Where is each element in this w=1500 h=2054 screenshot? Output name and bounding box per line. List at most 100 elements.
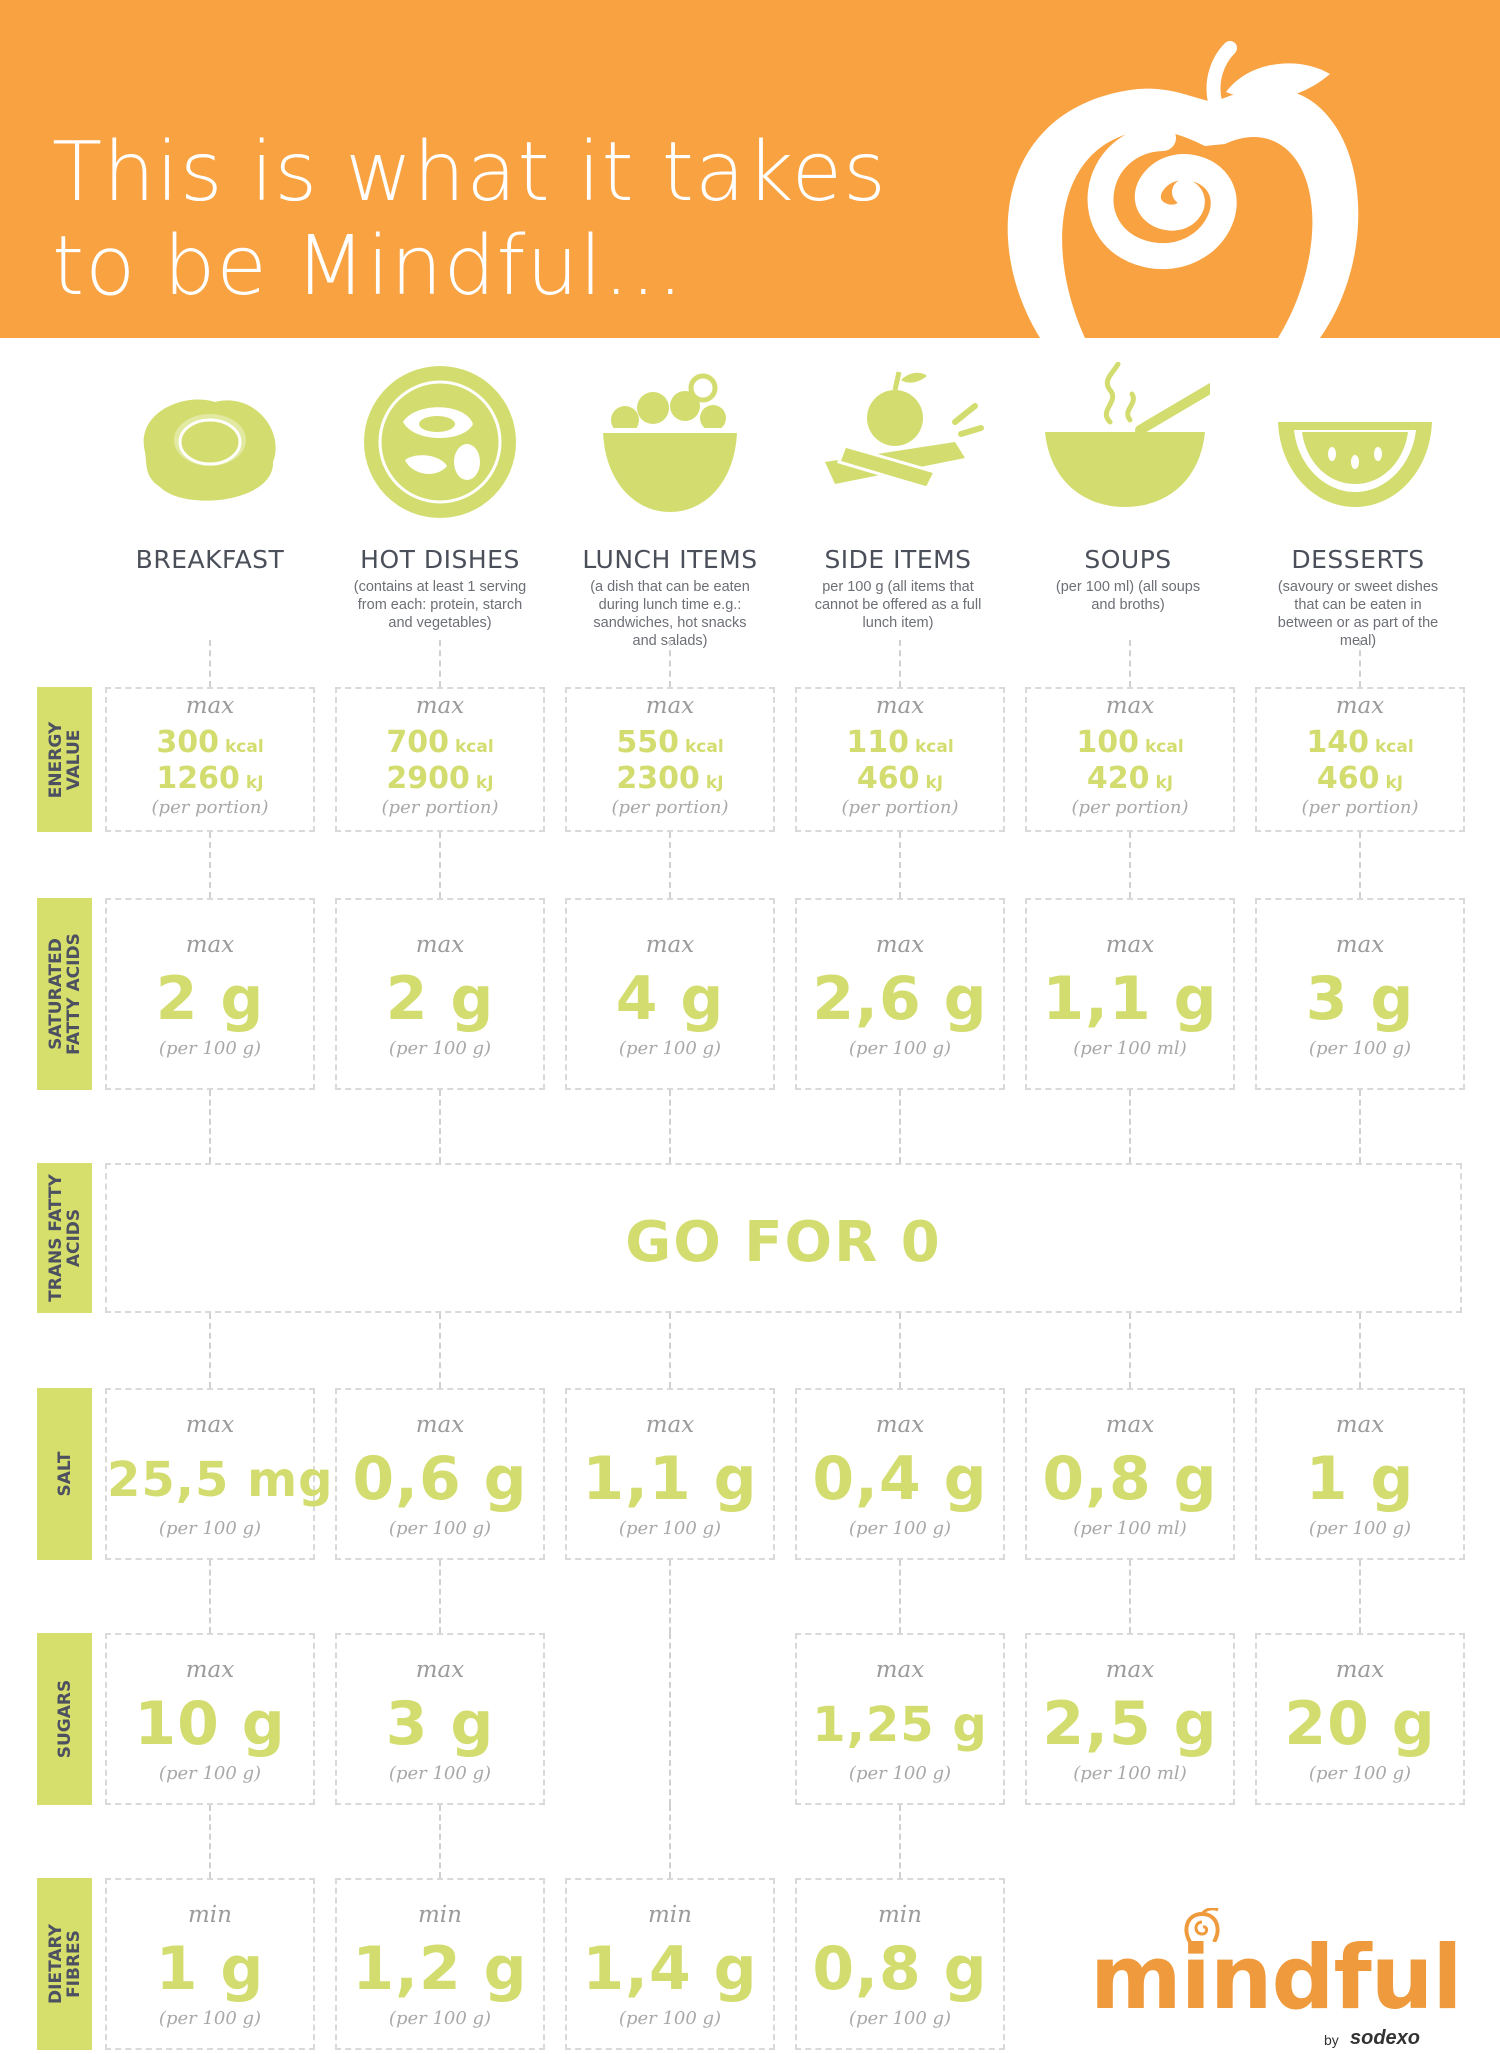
per-unit-note: (per 100 g) [388,2008,492,2029]
saturated-fat-cell: max 2 g (per 100 g) [335,898,545,1090]
kj-unit: kJ [1385,773,1404,793]
saturated-fat-cell: max 2 g (per 100 g) [105,898,315,1090]
kcal-number: 700 [386,725,449,760]
per-unit-note: (per 100 g) [158,1038,262,1059]
column-note: (a dish that can be eaten during lunch t… [590,579,750,649]
connector-line [1129,1313,1131,1388]
kj-value: 2300 kJ [567,761,773,796]
connector-line [669,1633,671,1805]
per-unit-note: (per 100 g) [848,1763,952,1784]
kcal-unit: kcal [1374,737,1414,757]
saturated-fat-cell: max 4 g (per 100 g) [565,898,775,1090]
connector-line [1129,1560,1131,1633]
qualifier-text: max [185,932,235,958]
column-header-desserts: DESSERTS (savoury or sweet dishes that c… [1248,544,1468,650]
kcal-value: 700 kcal [337,725,543,760]
sugars-cell: max 1,25 g (per 100 g) [795,1633,1005,1805]
kj-value: 460 kJ [1257,761,1463,796]
qualifier-text: max [1335,932,1385,958]
sugars-cell: max 3 g (per 100 g) [335,1633,545,1805]
column-title: DESSERTS [1291,545,1425,574]
connector-line [669,640,671,687]
nutrient-value: 0,6 g [352,1444,528,1514]
salt-cell: max 0,8 g (per 100 ml) [1025,1388,1235,1560]
connector-line [209,1090,211,1163]
salt-cell: max 25,5 mg (per 100 g) [105,1388,334,1560]
kj-value: 2900 kJ [337,761,543,796]
energy-cell: max 700 kcal 2900 kJ (per portion) [335,687,545,832]
per-unit-note: (per 100 ml) [1073,1038,1187,1059]
per-portion-note: (per portion) [151,797,269,818]
melon-icon [1278,422,1432,507]
title-line-1: This is what it takes [52,125,887,220]
saturated-fat-cell: max 3 g (per 100 g) [1255,898,1465,1090]
kj-unit: kJ [475,773,494,793]
energy-cell: max 140 kcal 460 kJ (per portion) [1255,687,1465,832]
kcal-unit: kcal [1144,737,1184,757]
connector-line [1129,1090,1131,1163]
column-title: SIDE ITEMS [824,545,972,574]
go-for-zero-text: GO FOR 0 [625,1210,942,1275]
kcal-value: 100 kcal [1027,725,1233,760]
per-unit-note: (per 100 g) [618,1518,722,1539]
fibres-cell: min 1,4 g (per 100 g) [565,1878,775,2050]
kj-number: 1260 [156,761,240,796]
kj-value: 460 kJ [797,761,1003,796]
connector-line [439,1805,441,1878]
energy-cell: max 300 kcal 1260 kJ (per portion) [105,687,315,832]
nutrient-value: 2,6 g [812,964,988,1034]
kcal-unit: kcal [684,737,724,757]
kj-unit: kJ [925,773,944,793]
connector-line [439,1313,441,1388]
fibres-cell: min 0,8 g (per 100 g) [795,1878,1005,2050]
kj-value: 1260 kJ [107,761,313,796]
connector-line [899,832,901,898]
qualifier-text: max [1335,693,1385,719]
kj-number: 460 [856,761,920,796]
connector-line [899,1805,901,1878]
kj-unit: kJ [705,773,724,793]
column-header-side-items: SIDE ITEMS per 100 g (all items that can… [788,544,1008,632]
kcal-value: 110 kcal [797,725,1003,760]
qualifier-text: max [1335,1412,1385,1438]
brand-by-text: by [1324,2032,1339,2048]
kcal-value: 300 kcal [107,725,313,760]
nutrient-value: 1 g [155,1934,265,2004]
plate-icon [364,366,516,518]
kcal-number: 550 [616,725,679,760]
saturated-fat-cell: max 1,1 g (per 100 ml) [1025,898,1235,1090]
kcal-value: 550 kcal [567,725,773,760]
connector-line [1359,1090,1361,1163]
connector-line [439,1090,441,1163]
connector-line [209,1313,211,1388]
brand-wordmark: mindful [1090,1926,1463,2029]
row-label-salt: SALT [37,1388,92,1560]
column-title: BREAKFAST [135,545,285,574]
kcal-unit: kcal [454,737,494,757]
qualifier-text: min [188,1902,232,1928]
qualifier-text: max [1105,1412,1155,1438]
per-unit-note: (per 100 g) [158,1763,262,1784]
per-portion-note: (per portion) [841,797,959,818]
per-unit-note: (per 100 g) [158,1518,262,1539]
connector-line [669,1313,671,1388]
nutrient-value: 2,5 g [1042,1689,1218,1759]
per-unit-note: (per 100 g) [388,1518,492,1539]
qualifier-text: max [875,932,925,958]
per-unit-note: (per 100 g) [1308,1763,1412,1784]
nutrient-value: 2 g [385,964,495,1034]
trans-fatty-acids-cell: GO FOR 0 [105,1163,1462,1313]
nutrient-value: 25,5 mg [107,1452,334,1508]
energy-cell: max 550 kcal 2300 kJ (per portion) [565,687,775,832]
fibres-cell: min 1 g (per 100 g) [105,1878,315,2050]
qualifier-text: min [878,1902,922,1928]
nutrient-value: 10 g [134,1689,286,1759]
row-label-saturated-fatty-acids: SATURATED FATTY ACIDS [37,898,92,1090]
sugars-cell: max 2,5 g (per 100 ml) [1025,1633,1235,1805]
sugars-cell: max 20 g (per 100 g) [1255,1633,1465,1805]
energy-cell: max 100 kcal 420 kJ (per portion) [1025,687,1235,832]
per-unit-note: (per 100 g) [1308,1038,1412,1059]
connector-line [899,640,901,687]
per-unit-note: (per 100 g) [848,1518,952,1539]
qualifier-text: max [645,693,695,719]
